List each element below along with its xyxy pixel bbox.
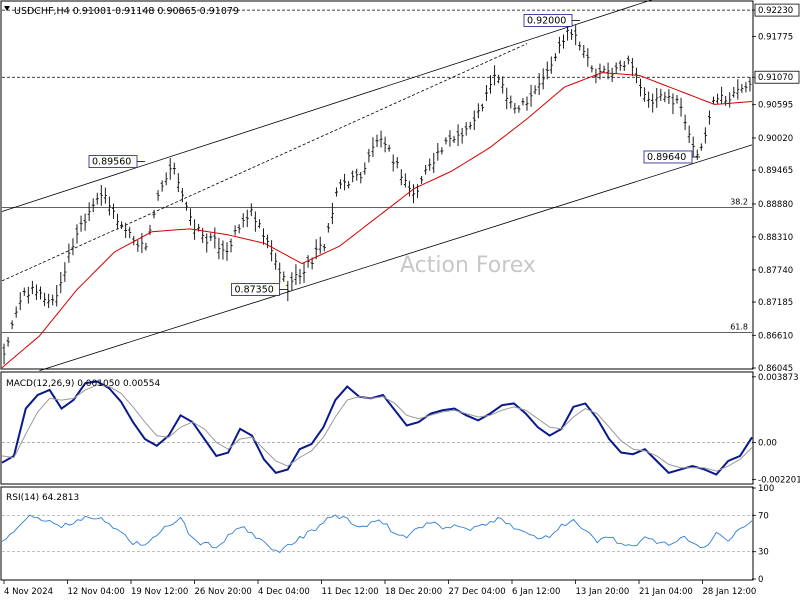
price-panel-frame [0, 0, 754, 370]
price-axis-label: 0.90595 [758, 101, 793, 111]
trendline [1, 43, 528, 282]
price-axis-label: 0.87185 [758, 298, 793, 308]
rsi-axis-label: 100 [758, 484, 774, 494]
price-annotation: 0.89640 [643, 150, 700, 164]
rsi-panel-frame [0, 486, 754, 581]
macd-layer [1, 380, 753, 476]
time-axis-label: 11 Dec 12:00 [322, 587, 379, 597]
macd-signal-line [1, 384, 753, 472]
price-axis-label: 0.89465 [758, 166, 793, 176]
time-axis-label: 13 Jan 20:00 [576, 587, 630, 597]
price-annotation-label: 0.89640 [647, 152, 686, 163]
macd-axis-label: 0.00 [758, 438, 777, 448]
price-axis-label: 0.86045 [758, 364, 793, 374]
time-axis-label: 4 Nov 2024 [4, 587, 53, 597]
price-axis-label: 0.91070 [758, 73, 793, 83]
rsi-axis-label: 70 [758, 511, 769, 521]
watermark: Action Forex [400, 253, 536, 278]
price-axis-label-box [754, 3, 800, 17]
symbol-menu-icon[interactable] [4, 6, 10, 11]
symbol-header: USDCHF,H4 0.91001 0.91148 0.90865 0.9107… [14, 6, 239, 17]
time-axis-label: 27 Dec 04:00 [449, 587, 506, 597]
price-axis-label-box [754, 70, 800, 84]
time-axis-label: 4 Dec 04:00 [258, 587, 310, 597]
price-axis-label: 0.88310 [758, 233, 793, 243]
macd-axis-label: 0.003873 [758, 373, 799, 383]
fib-level-label: 38.2 [730, 197, 748, 206]
time-axis-label: 26 Nov 20:00 [195, 587, 252, 597]
macd-label: MACD(12,26,9) 0.001050 0.00554 [6, 379, 161, 389]
price-layer: 38.2 61.8 0.89560 0.87350 0.92000 0.89640 [1, 0, 753, 371]
time-axis-label: 28 Jan 12:00 [703, 587, 757, 597]
price-annotation-label: 0.87350 [235, 284, 274, 295]
moving-average-line [1, 72, 753, 369]
price-axis-label: 0.90020 [758, 134, 793, 144]
price-annotation-label: 0.92000 [527, 15, 566, 26]
macd-panel-frame [0, 371, 754, 485]
time-axis-label: 6 Jan 12:00 [512, 587, 560, 597]
fib-level-label: 61.8 [730, 322, 748, 331]
rsi-axis-label: 0 [758, 575, 763, 585]
time-axis-label: 19 Nov 12:00 [131, 587, 188, 597]
price-annotation-label: 0.89560 [92, 157, 131, 168]
rsi-label: RSI(14) 64.2813 [6, 493, 79, 503]
price-axis-label: 0.88880 [758, 200, 793, 210]
time-axis-label: 21 Jan 04:00 [639, 587, 693, 597]
rsi-axis-label: 30 [758, 548, 769, 558]
price-annotation: 0.92000 [523, 14, 580, 27]
rsi-layer [1, 514, 753, 554]
rsi-line [1, 514, 753, 554]
price-axis-label: 0.87740 [758, 266, 793, 276]
macd-line [1, 380, 753, 476]
time-axis-label: 12 Nov 04:00 [68, 587, 125, 597]
price-annotation: 0.87350 [231, 283, 288, 296]
price-axis-label: 0.86610 [758, 331, 793, 341]
time-axis-label: 18 Dec 20:00 [385, 587, 442, 597]
trendline [39, 144, 753, 371]
trendline [1, 0, 653, 212]
price-axis-label: 0.91775 [758, 32, 793, 42]
macd-axis-label: -0.002201 [758, 476, 800, 486]
price-annotation: 0.89560 [88, 155, 145, 169]
price-axis-label: 0.92230 [758, 6, 793, 16]
axis-layer: 0.92230 0.91775 0.91070 0.90595 0.90020 0.894… [3, 3, 800, 597]
